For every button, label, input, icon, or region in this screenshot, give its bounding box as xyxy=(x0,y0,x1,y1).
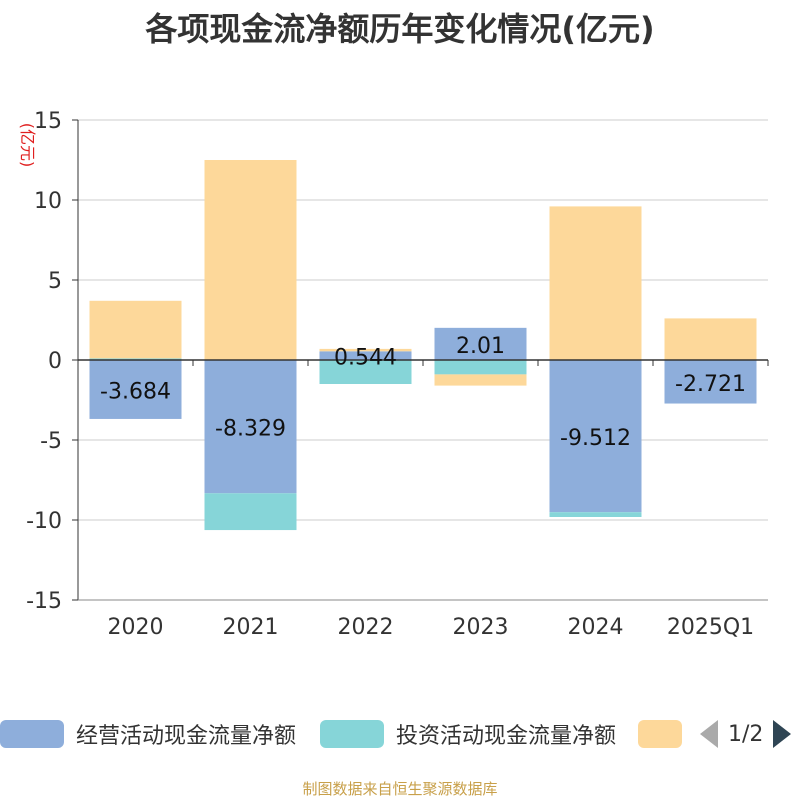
data-label: -3.684 xyxy=(100,379,171,404)
bar-operating-2023 xyxy=(434,327,527,360)
y-tick-label: 10 xyxy=(34,189,62,214)
bar-operating-2025Q1 xyxy=(664,360,757,404)
previous-page-icon[interactable] xyxy=(700,720,718,748)
legend-page-indicator: 1/2 xyxy=(728,721,764,747)
data-source-footer: 制图数据来自恒生聚源数据库 xyxy=(302,780,498,798)
bar-third-2025Q1 xyxy=(664,318,757,360)
legend: 经营活动现金流量净额 投资活动现金流量净额 xyxy=(0,716,800,752)
bar-operating-2024 xyxy=(549,360,642,513)
legend-label-operating: 经营活动现金流量净额 xyxy=(76,724,297,749)
chart-title: 各项现金流净额历年变化情况(亿元) xyxy=(145,10,655,48)
data-label: 0.544 xyxy=(334,346,397,371)
y-tick-label: -15 xyxy=(26,589,62,614)
bar-third-2024 xyxy=(549,206,642,360)
legend-swatch-third xyxy=(638,720,682,748)
bar-operating-2022 xyxy=(319,351,412,360)
bar-investing-2024 xyxy=(549,512,642,517)
legend-swatch-investing xyxy=(320,720,384,748)
data-label: -9.512 xyxy=(560,426,631,451)
bar-investing-2023 xyxy=(434,360,527,375)
y-tick-label: -5 xyxy=(40,429,62,454)
y-tick-label: 5 xyxy=(48,269,62,294)
y-tick-label: 15 xyxy=(34,109,62,134)
data-label: 2.01 xyxy=(456,334,505,359)
bar-third-2023 xyxy=(434,374,527,386)
bar-third-2020 xyxy=(89,300,182,359)
bar-investing-2020 xyxy=(89,358,182,360)
legend-item-investing[interactable]: 投资活动现金流量净额 xyxy=(320,716,616,752)
x-tick-label: 2020 xyxy=(108,615,164,640)
y-tick-label: -10 xyxy=(26,509,62,534)
x-tick-label: 2024 xyxy=(568,615,624,640)
legend-item-operating[interactable]: 经营活动现金流量净额 xyxy=(0,716,296,752)
legend-pager: 1/2 xyxy=(700,716,792,752)
bar-investing-2021 xyxy=(204,493,297,531)
bar-chart: 15 10 5 0 -5 -10 -15 (亿元) 2020 2021 2022 2023 2024 20… xyxy=(18,109,769,640)
legend-label-investing: 投资活动现金流量净额 xyxy=(396,724,617,749)
bar-investing-2022 xyxy=(319,360,412,384)
x-tick-label: 2025Q1 xyxy=(667,615,754,640)
y-unit-label: (亿元) xyxy=(18,123,37,168)
y-tick-label: 0 xyxy=(48,349,62,374)
x-tick-label: 2023 xyxy=(453,615,509,640)
x-tick-label: 2022 xyxy=(338,615,394,640)
next-page-icon[interactable] xyxy=(773,720,792,748)
bar-third-2022 xyxy=(319,348,412,352)
bar-third-2021 xyxy=(204,160,297,360)
legend-item-third[interactable] xyxy=(638,716,682,752)
data-label: -2.721 xyxy=(675,372,746,397)
legend-swatch-operating xyxy=(0,720,64,748)
bar-operating-2021 xyxy=(204,360,297,494)
data-label: -8.329 xyxy=(215,417,286,442)
bar-operating-2020 xyxy=(89,360,182,419)
x-tick-label: 2021 xyxy=(223,615,279,640)
